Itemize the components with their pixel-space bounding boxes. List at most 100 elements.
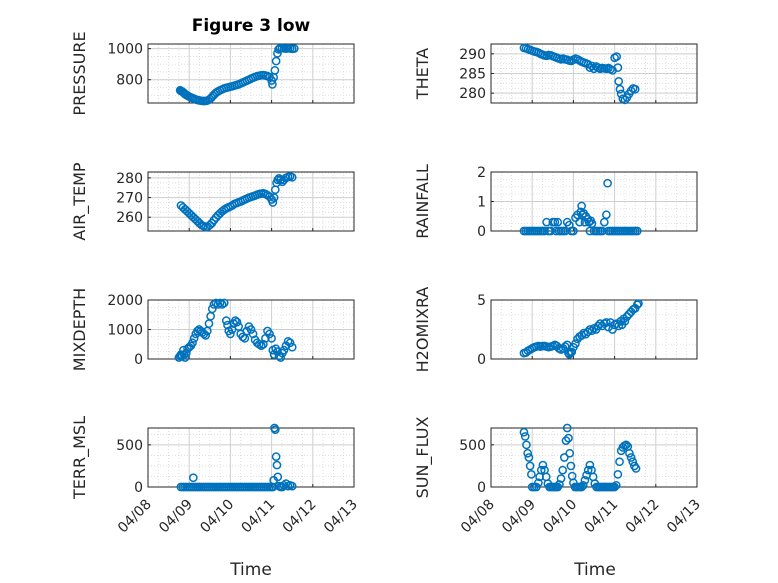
data-point [565, 448, 575, 458]
data-point [538, 460, 548, 470]
y-tick-label: 0 [134, 352, 143, 368]
data-point [524, 453, 534, 462]
data-point [613, 63, 623, 72]
y-axis-label: H2OMIXRA [413, 287, 432, 373]
data-point [531, 482, 541, 492]
data-point [610, 482, 619, 492]
y-tick-label: 1000 [107, 323, 143, 339]
y-axis-label: PRESSURE [70, 31, 89, 115]
data-point [564, 349, 574, 359]
data-point [550, 217, 560, 227]
data-point [560, 226, 570, 236]
x-tick-label: 04/08 [458, 497, 498, 537]
y-tick-label: 290 [459, 47, 486, 63]
axes-box [490, 299, 698, 360]
y-tick-label: 2000 [107, 293, 143, 309]
data-point [602, 210, 611, 220]
data-point [238, 332, 248, 342]
data-point [523, 448, 533, 458]
data-point [546, 226, 556, 236]
data-point [611, 480, 621, 490]
subplot-terr_msl: 0 500 TERR_MSL 04/08 04/09 04/10 04/11 04/12 04/… [70, 416, 361, 536]
data-point [267, 334, 276, 343]
data-point [626, 86, 636, 96]
data-point [553, 217, 563, 227]
axes-box [490, 43, 698, 104]
figure-title: Figure 3 low [192, 16, 311, 36]
axes-box [147, 171, 355, 232]
data-point [283, 336, 293, 346]
data-point [564, 433, 573, 443]
y-tick-label: 285 [459, 67, 486, 83]
data-point [583, 465, 593, 475]
x-tick-label: 04/10 [540, 497, 580, 537]
data-point [525, 461, 535, 471]
data-point [632, 300, 642, 310]
data-point [587, 326, 597, 336]
data-point [217, 300, 227, 309]
data-point [613, 470, 623, 479]
y-tick-label: 2 [477, 165, 486, 181]
data-point [626, 453, 636, 462]
x-tick-label: 04/13 [321, 497, 361, 537]
data-point [561, 436, 571, 445]
y-tick-label: 500 [459, 438, 486, 454]
x-tick-label: 04/11 [239, 497, 279, 537]
subplot-h2omixra: 0 5 H2OMIXRA [413, 287, 698, 373]
data-point [279, 480, 289, 490]
y-tick-label: 270 [116, 191, 143, 207]
data-point [542, 217, 551, 227]
data-point [577, 331, 586, 340]
data-point [597, 226, 607, 236]
data-point [571, 339, 580, 349]
x-tick-label: 04/08 [115, 497, 155, 537]
subplot-mixdepth: 0 1000 2000 MIXDEPTH [70, 288, 355, 371]
data-point [620, 316, 630, 326]
data-point [583, 327, 593, 337]
data-point [580, 475, 590, 485]
data-point [612, 52, 622, 61]
data-point [221, 316, 231, 325]
data-point [558, 465, 568, 475]
x-tick-label: 04/09 [156, 497, 196, 537]
data-point [578, 480, 588, 490]
data-point [256, 341, 266, 351]
data-point [271, 452, 281, 462]
x-tick-label: 04/10 [197, 497, 237, 537]
data-point [211, 298, 221, 308]
data-point [254, 339, 264, 349]
data-point [273, 472, 283, 482]
data-point [189, 334, 199, 343]
y-tick-label: 0 [477, 224, 486, 240]
x-axis-label-right: Time [573, 560, 616, 580]
y-axis-label: THETA [413, 48, 432, 100]
data-point [287, 342, 297, 352]
y-axis-label: MIXDEPTH [70, 288, 89, 371]
data-point [628, 457, 638, 467]
subplot-sun_flux: 0 500 SUN_FLUX 04/08 04/09 04/10 04/11 04/12 04/… [413, 417, 704, 537]
data-point [631, 464, 641, 473]
y-tick-label: 500 [116, 438, 143, 454]
data-point [287, 481, 297, 491]
data-point [246, 325, 256, 334]
data-point [276, 175, 286, 185]
data-point [270, 66, 280, 75]
data-point [527, 470, 536, 479]
data-point [536, 465, 546, 475]
data-point [520, 432, 530, 441]
data-point [577, 482, 586, 492]
y-tick-label: 280 [459, 86, 486, 102]
data-point [232, 317, 242, 327]
axes-box [147, 43, 355, 104]
data-point [540, 226, 549, 236]
y-tick-label: 0 [477, 352, 486, 368]
data-point [614, 77, 624, 86]
data-point [562, 423, 572, 433]
subplot-rainfall: 0 1 2 RAINFALL [413, 164, 698, 240]
data-point [620, 95, 630, 105]
x-tick-label: 04/11 [582, 497, 622, 537]
data-point [555, 480, 564, 489]
data-point [223, 320, 232, 330]
data-point [603, 178, 612, 188]
